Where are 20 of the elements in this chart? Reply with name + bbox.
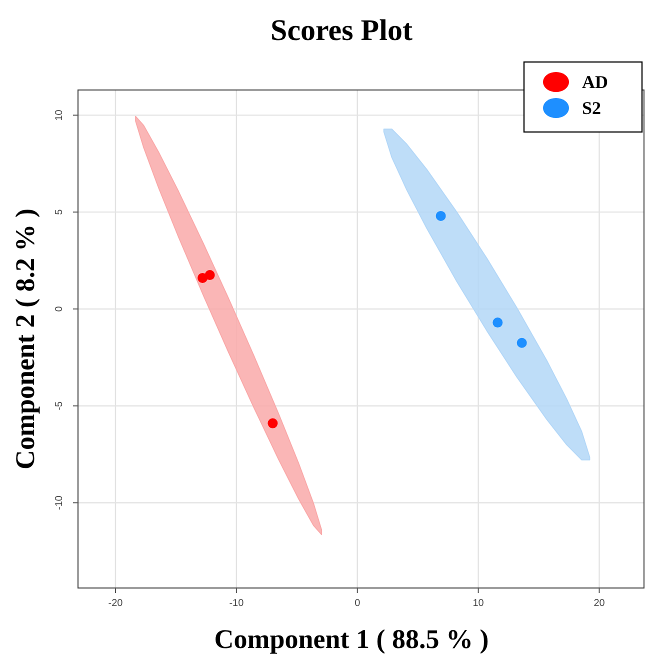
legend-label: S2	[582, 98, 602, 118]
point	[204, 270, 215, 280]
point	[436, 210, 446, 221]
y-tick-label: 0	[54, 306, 65, 312]
y-tick-label: -5	[54, 400, 65, 410]
point	[516, 338, 527, 348]
x-tick-label: -10	[229, 598, 244, 609]
x-tick-label: 20	[594, 598, 606, 609]
x-tick-label: 0	[354, 598, 361, 609]
chart-title: Scores Plot	[270, 14, 412, 47]
x-tick-label: 10	[472, 598, 484, 609]
y-tick-label: 5	[54, 208, 65, 215]
legend-label: AD	[582, 72, 608, 92]
y-axis-title: Component 2 ( 8.2 % )	[10, 208, 40, 470]
point	[492, 318, 503, 328]
y-tick-label: 10	[54, 109, 65, 121]
point	[268, 418, 278, 428]
y-tick-label: -10	[54, 495, 65, 510]
x-tick-label: -20	[108, 598, 124, 609]
x-axis-title: Component 1 ( 88.5 % )	[214, 624, 489, 654]
